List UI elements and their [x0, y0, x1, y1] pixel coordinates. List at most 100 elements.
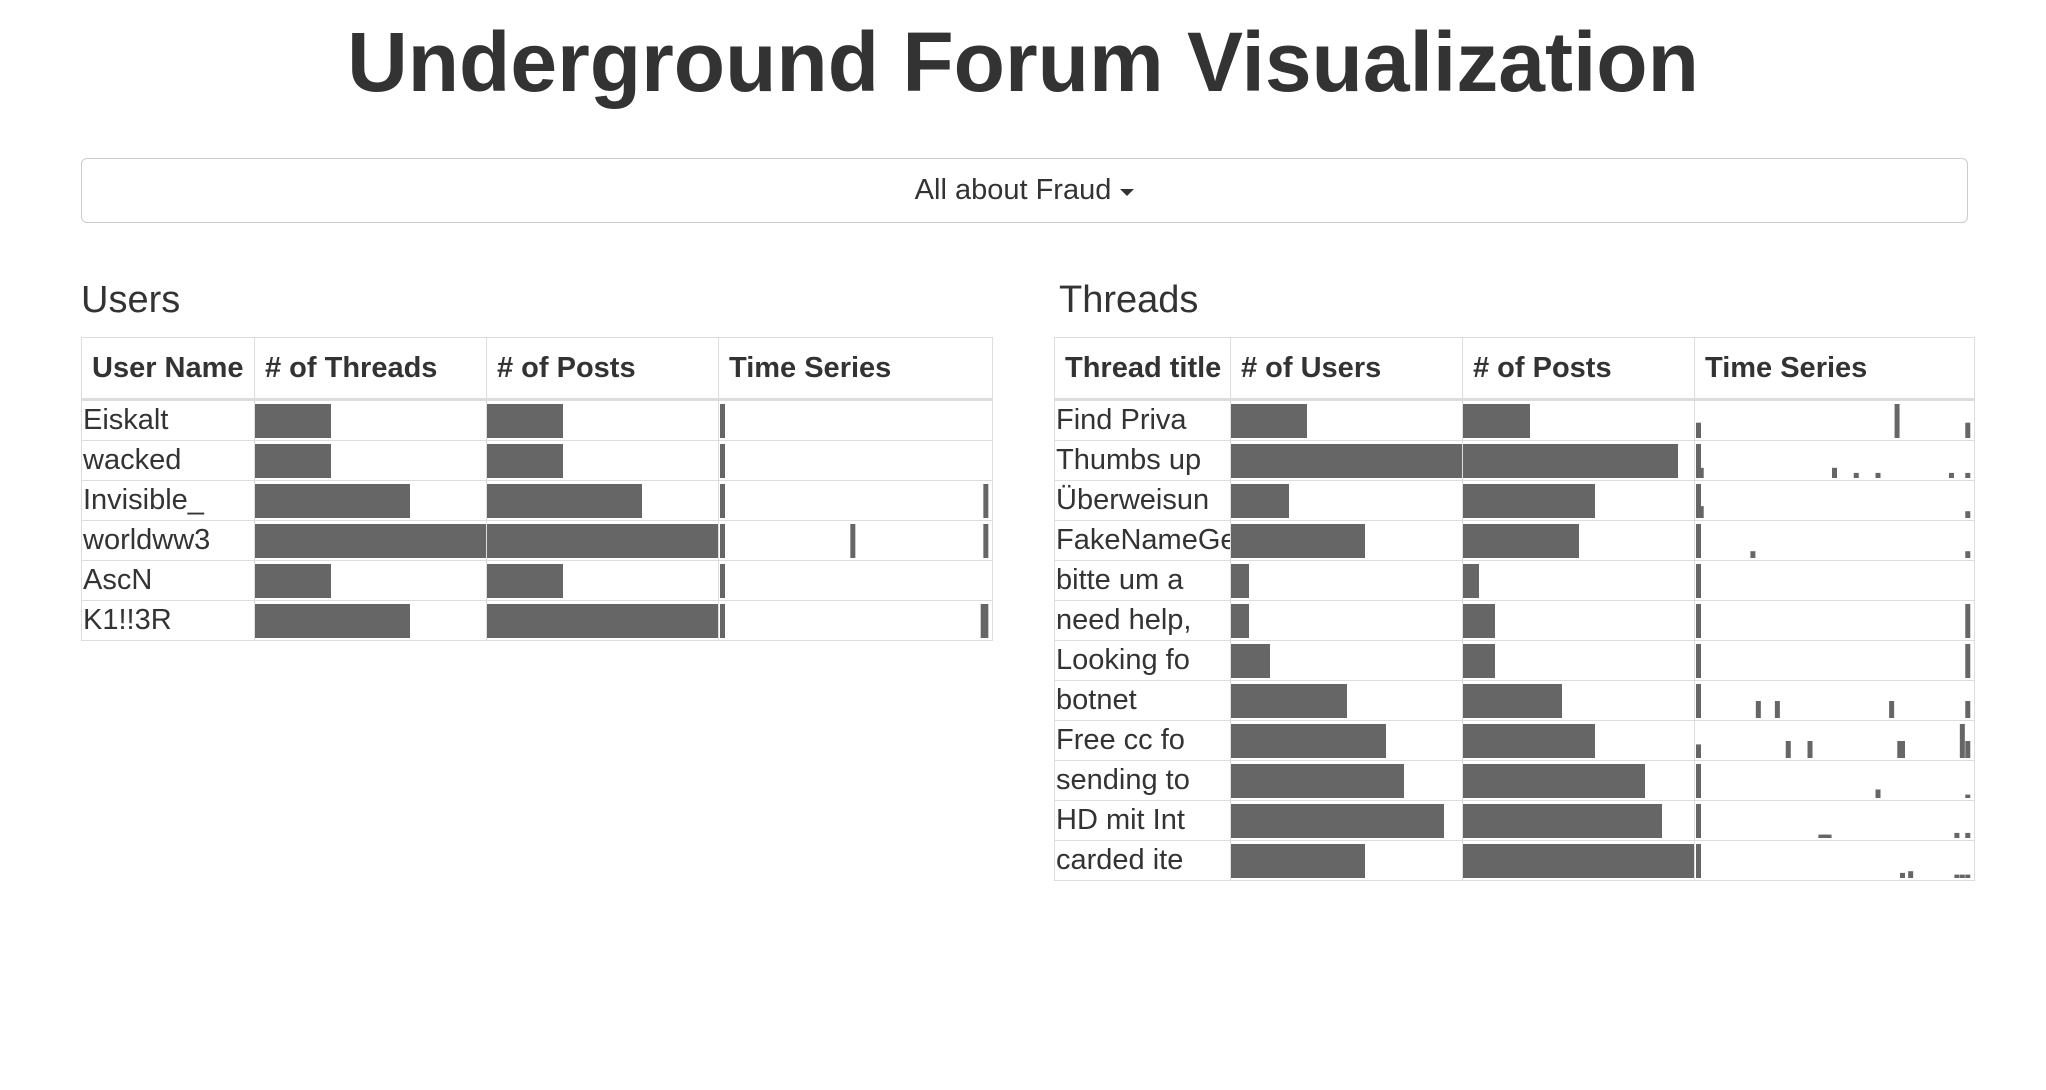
- thread-row[interactable]: FakeNameGe: [1054, 520, 1975, 561]
- thread-time-series-chart: [1696, 444, 1971, 478]
- user-time-series-chart: [720, 444, 725, 478]
- user-posts-bar: [487, 564, 564, 598]
- time-series-spike: [1696, 744, 1701, 758]
- time-series-spike: [1965, 741, 1971, 758]
- time-series-spike: [720, 404, 725, 438]
- time-series-spike: [983, 524, 989, 558]
- thread-row[interactable]: Überweisun: [1054, 480, 1975, 521]
- thread-users-bar: [1231, 564, 1250, 598]
- user-posts-cell: [486, 399, 719, 441]
- thread-row[interactable]: Free cc fo: [1054, 720, 1975, 761]
- user-posts-cell: [486, 520, 719, 561]
- user-name[interactable]: wacked: [81, 440, 255, 481]
- user-row[interactable]: Eiskalt: [81, 399, 993, 441]
- forum-dropdown-label: All about Fraud: [914, 174, 1112, 206]
- time-series-spike: [980, 604, 986, 638]
- thread-row[interactable]: botnet: [1054, 680, 1975, 721]
- column-header-thread-count[interactable]: # of Threads: [254, 337, 487, 401]
- thread-name[interactable]: Free cc fo: [1054, 720, 1231, 761]
- thread-users-bar: [1231, 844, 1365, 878]
- thread-name[interactable]: Überweisun: [1054, 480, 1231, 521]
- user-row[interactable]: Invisible_: [81, 480, 993, 521]
- user-name[interactable]: worldww3: [81, 520, 255, 561]
- time-series-spike: [1965, 604, 1971, 638]
- thread-posts-bar: [1463, 564, 1480, 598]
- thread-time-series-cell: [1694, 800, 1975, 841]
- time-series-spike: [1696, 444, 1701, 478]
- forum-dropdown[interactable]: All about Fraud: [81, 158, 1968, 223]
- thread-row[interactable]: carded ite: [1054, 840, 1975, 881]
- thread-name[interactable]: need help,: [1054, 600, 1231, 641]
- thread-name[interactable]: HD mit Int: [1054, 800, 1231, 841]
- users-table-header: User Name # of Threads # of Posts Time S…: [81, 337, 993, 401]
- user-threads-cell: [254, 480, 487, 521]
- user-time-series-cell: [718, 480, 993, 521]
- column-header-user-name[interactable]: User Name: [81, 337, 255, 401]
- thread-name[interactable]: botnet: [1054, 680, 1231, 721]
- thread-time-series-cell: [1694, 440, 1975, 481]
- thread-time-series-cell: [1694, 560, 1975, 601]
- time-series-spike: [1875, 472, 1881, 478]
- thread-row[interactable]: need help,: [1054, 600, 1975, 641]
- time-series-spike: [1954, 832, 1960, 838]
- time-series-spike: [1894, 404, 1900, 438]
- thread-posts-cell: [1462, 800, 1695, 841]
- column-header-post-count[interactable]: # of Posts: [1462, 337, 1695, 401]
- user-time-series-cell: [718, 560, 993, 601]
- thread-name[interactable]: sending to: [1054, 760, 1231, 801]
- user-threads-cell: [254, 399, 487, 441]
- user-threads-cell: [254, 600, 487, 641]
- time-series-spike: [1696, 422, 1701, 438]
- thread-row[interactable]: Find Priva: [1054, 399, 1975, 441]
- thread-row[interactable]: Thumbs up: [1054, 440, 1975, 481]
- thread-time-series-chart: [1696, 724, 1971, 758]
- user-row[interactable]: worldww3: [81, 520, 993, 561]
- user-row[interactable]: K1!!3R: [81, 600, 993, 641]
- thread-time-series-chart: [1696, 404, 1971, 438]
- thread-name[interactable]: FakeNameGe: [1054, 520, 1231, 561]
- thread-posts-bar: [1463, 724, 1595, 758]
- thread-row[interactable]: sending to: [1054, 760, 1975, 801]
- thread-time-series-chart: [1696, 844, 1971, 878]
- user-row[interactable]: AscN: [81, 560, 993, 601]
- user-name[interactable]: AscN: [81, 560, 255, 601]
- thread-time-series-chart: [1696, 764, 1971, 798]
- user-name[interactable]: Eiskalt: [81, 399, 255, 441]
- user-threads-bar: [255, 564, 332, 598]
- time-series-spike: [1785, 741, 1791, 758]
- user-row[interactable]: wacked: [81, 440, 993, 481]
- time-series-spike: [1889, 701, 1895, 718]
- column-header-time-series[interactable]: Time Series: [1694, 337, 1975, 401]
- time-series-spike: [1696, 844, 1701, 878]
- user-name[interactable]: Invisible_: [81, 480, 255, 521]
- thread-posts-bar: [1463, 524, 1579, 558]
- time-series-spike: [1965, 511, 1971, 518]
- thread-name[interactable]: Thumbs up: [1054, 440, 1231, 481]
- thread-users-bar: [1231, 404, 1308, 438]
- time-series-spike: [720, 604, 725, 638]
- thread-time-series-cell: [1694, 399, 1975, 441]
- column-header-time-series[interactable]: Time Series: [718, 337, 993, 401]
- column-header-user-count[interactable]: # of Users: [1230, 337, 1463, 401]
- thread-users-bar: [1231, 484, 1289, 518]
- time-series-spike: [1897, 741, 1903, 758]
- user-time-series-cell: [718, 399, 993, 441]
- column-header-post-count[interactable]: # of Posts: [486, 337, 719, 401]
- thread-name[interactable]: bitte um a: [1054, 560, 1231, 601]
- thread-posts-cell: [1462, 399, 1695, 441]
- time-series-spike: [720, 444, 725, 478]
- user-name[interactable]: K1!!3R: [81, 600, 255, 641]
- thread-row[interactable]: bitte um a: [1054, 560, 1975, 601]
- thread-name[interactable]: carded ite: [1054, 840, 1231, 881]
- threads-table-header: Thread title # of Users # of Posts Time …: [1054, 337, 1975, 401]
- thread-row[interactable]: HD mit Int: [1054, 800, 1975, 841]
- column-header-thread-title[interactable]: Thread title: [1054, 337, 1231, 401]
- thread-row[interactable]: Looking fo: [1054, 640, 1975, 681]
- thread-name[interactable]: Find Priva: [1054, 399, 1231, 441]
- thread-users-cell: [1230, 480, 1463, 521]
- thread-name[interactable]: Looking fo: [1054, 640, 1231, 681]
- user-threads-cell: [254, 440, 487, 481]
- thread-time-series-chart: [1696, 684, 1971, 718]
- user-time-series-chart: [720, 484, 989, 518]
- thread-time-series-cell: [1694, 520, 1975, 561]
